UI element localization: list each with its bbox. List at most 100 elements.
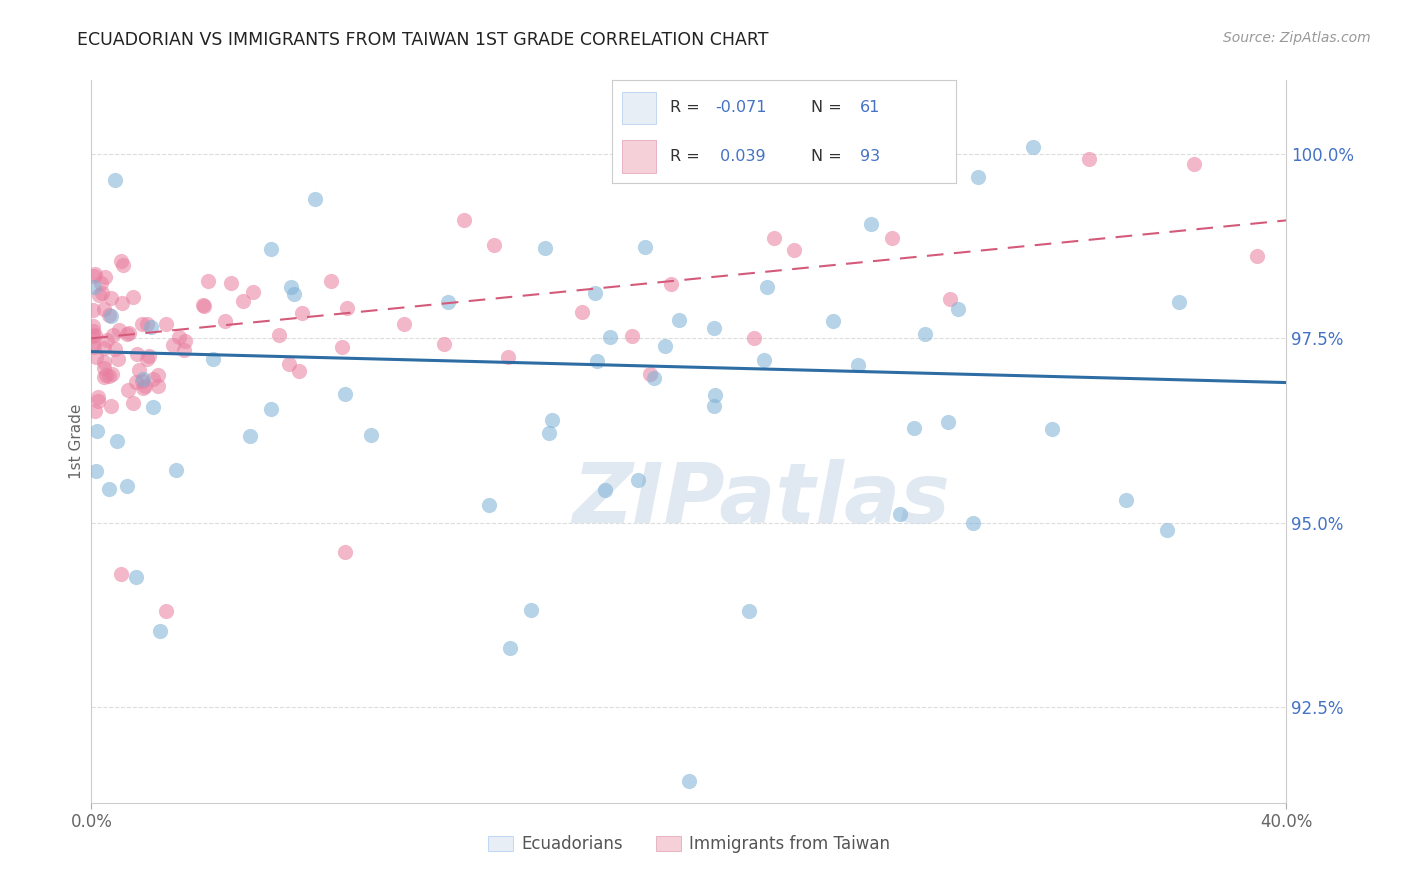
Text: R =: R = — [671, 101, 704, 115]
Point — [335, 545, 357, 559]
Point — [571, 304, 593, 318]
Point — [903, 420, 925, 434]
Point — [136, 351, 159, 366]
Point — [260, 402, 283, 417]
Point — [107, 351, 129, 366]
Point — [936, 415, 959, 429]
Point — [115, 327, 138, 342]
Point — [91, 285, 114, 300]
Point — [84, 350, 107, 364]
Point — [112, 258, 135, 272]
Point — [967, 169, 990, 184]
Point — [638, 367, 661, 381]
Point — [583, 285, 606, 300]
Point — [96, 334, 118, 348]
Point — [277, 357, 299, 371]
Point — [83, 280, 105, 294]
Point — [93, 355, 115, 369]
Point — [756, 280, 779, 294]
Point — [453, 213, 475, 227]
Point — [82, 324, 104, 338]
Point — [654, 338, 676, 352]
Point — [100, 291, 122, 305]
Point — [138, 350, 160, 364]
Point — [87, 394, 110, 409]
Point — [193, 298, 215, 312]
Text: 0.039: 0.039 — [716, 149, 766, 164]
Point — [283, 287, 305, 301]
Point — [108, 323, 131, 337]
Text: R =: R = — [671, 149, 704, 164]
Point — [86, 424, 108, 438]
Point — [242, 285, 264, 300]
Point — [87, 288, 110, 302]
Point — [173, 343, 195, 357]
Point — [703, 321, 725, 335]
Point — [889, 507, 911, 521]
Point — [132, 381, 155, 395]
Point — [82, 337, 104, 351]
Point — [101, 327, 124, 342]
Point — [101, 368, 124, 382]
Point — [678, 773, 700, 788]
Bar — [621, 140, 657, 173]
Legend: Ecuadorians, Immigrants from Taiwan: Ecuadorians, Immigrants from Taiwan — [481, 828, 897, 860]
Point — [165, 463, 187, 477]
Point — [83, 268, 105, 283]
Point — [859, 217, 882, 231]
Point — [122, 396, 145, 410]
Point — [100, 309, 122, 323]
Point — [214, 313, 236, 327]
Point — [1156, 523, 1178, 537]
Point — [291, 306, 314, 320]
Point — [783, 243, 806, 257]
Point — [659, 277, 682, 291]
Point — [737, 604, 759, 618]
Point — [104, 343, 127, 357]
Point — [125, 376, 148, 390]
Point — [87, 390, 110, 404]
Point — [703, 400, 725, 414]
Point — [93, 270, 115, 285]
Point — [132, 372, 155, 386]
Point — [304, 192, 326, 206]
Point — [93, 370, 115, 384]
Point — [82, 302, 104, 317]
Text: 61: 61 — [859, 101, 880, 115]
Point — [110, 253, 132, 268]
Point — [98, 482, 121, 496]
Point — [136, 318, 159, 332]
Point — [146, 368, 169, 383]
Point — [219, 277, 242, 291]
Point — [115, 479, 138, 493]
Text: ZIPatlas: ZIPatlas — [572, 458, 949, 540]
Point — [394, 318, 416, 332]
Point — [131, 318, 153, 332]
Point — [142, 372, 165, 386]
Point — [118, 326, 141, 341]
Point — [97, 308, 120, 322]
Point — [193, 299, 215, 313]
Point — [155, 604, 177, 618]
Point — [482, 238, 505, 252]
Point — [90, 276, 112, 290]
Point — [269, 328, 291, 343]
Point — [98, 368, 121, 383]
Point — [533, 242, 555, 256]
Point — [498, 640, 520, 655]
Point — [139, 319, 162, 334]
Point — [634, 240, 657, 254]
Point — [104, 172, 127, 186]
Point — [668, 313, 690, 327]
Point — [763, 230, 786, 244]
Text: -0.071: -0.071 — [716, 101, 766, 115]
Text: 93: 93 — [859, 149, 880, 164]
Point — [82, 319, 104, 334]
Point — [117, 383, 139, 397]
Point — [1021, 139, 1043, 153]
Point — [360, 428, 382, 442]
Point — [1167, 294, 1189, 309]
Point — [131, 374, 153, 388]
Bar — [621, 92, 657, 124]
Point — [125, 569, 148, 583]
